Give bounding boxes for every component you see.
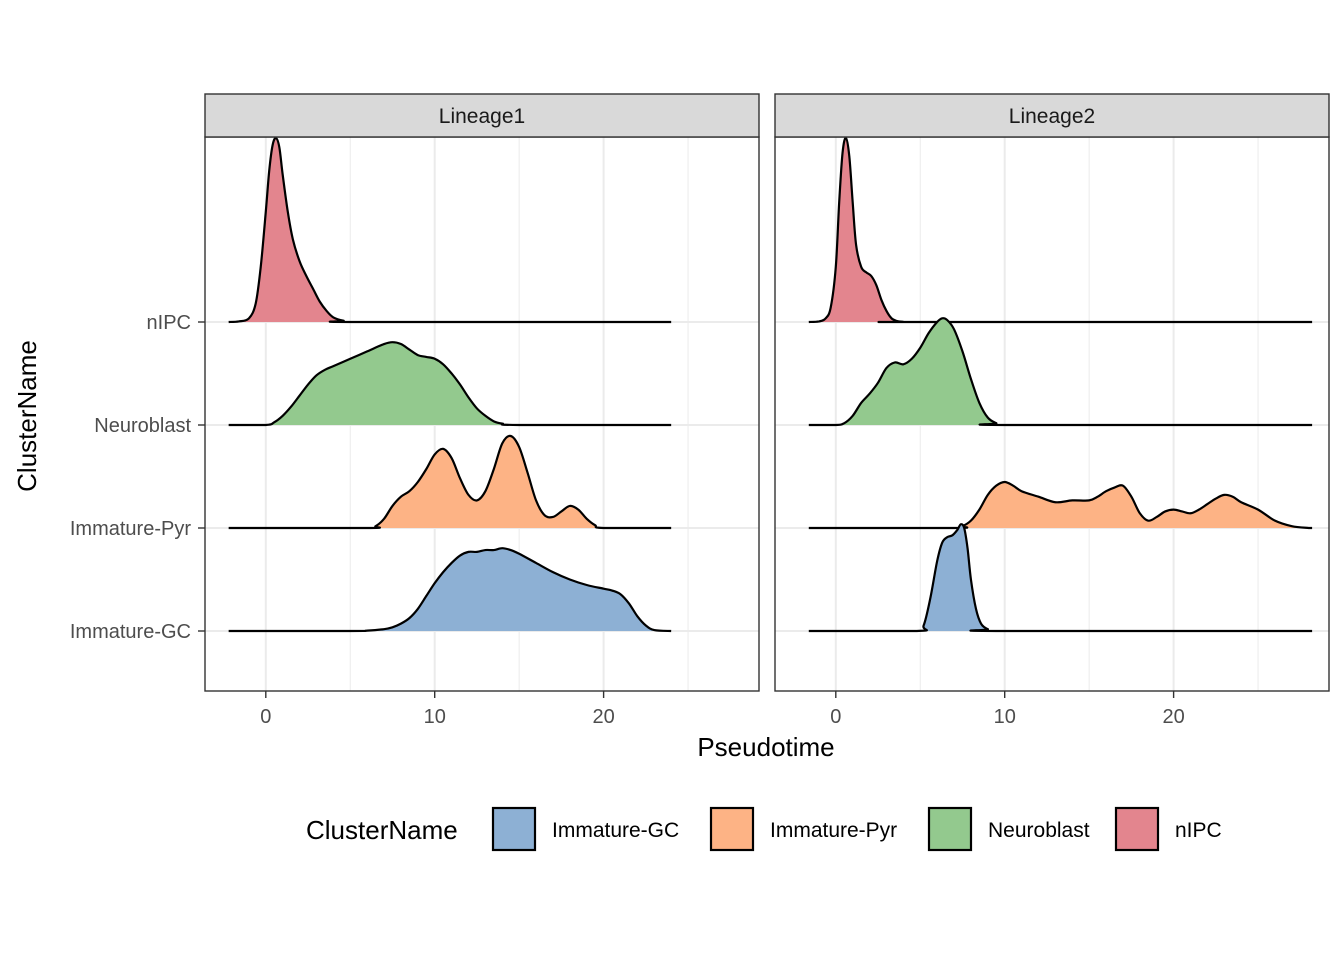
ridge-immature-pyr bbox=[808, 480, 1313, 530]
legend-entry-immature-pyr: Immature-Pyr bbox=[709, 806, 897, 852]
legend-entry-nipc: nIPC bbox=[1114, 806, 1222, 852]
ridge-fill-immature-pyr bbox=[228, 435, 672, 528]
legend-key bbox=[491, 806, 537, 852]
x-axis: 0 10 20 bbox=[260, 691, 615, 728]
x-tick-label: 0 bbox=[830, 706, 841, 728]
panel-lineage2: Lineage2 0 10 20 bbox=[774, 93, 1330, 728]
ridge-fill-immature-gc bbox=[228, 548, 672, 631]
y-tick-label: Immature-GC bbox=[70, 621, 191, 643]
y-tick-label: Neuroblast bbox=[94, 415, 191, 437]
y-tick-label: Immature-Pyr bbox=[70, 518, 191, 540]
x-tick-label: 0 bbox=[260, 706, 271, 728]
legend-label: nIPC bbox=[1175, 819, 1222, 842]
facet-strip-label: Lineage1 bbox=[439, 105, 525, 128]
ridge-outline-immature-pyr bbox=[808, 480, 1313, 530]
ridge-nipc bbox=[808, 136, 1313, 324]
ridge-neuroblast bbox=[808, 317, 1313, 427]
legend-label: Immature-Pyr bbox=[770, 819, 897, 842]
ridge-outline-neuroblast bbox=[808, 317, 1313, 427]
ridge-fill-nipc bbox=[228, 137, 672, 322]
legend-entry-neuroblast: Neuroblast bbox=[927, 806, 1090, 852]
ridge-outline-nipc bbox=[808, 136, 1313, 324]
ridge-fill-nipc bbox=[808, 137, 1313, 322]
y-tick-label: nIPC bbox=[147, 312, 191, 334]
legend-title: ClusterName bbox=[306, 815, 458, 845]
x-tick-label: 20 bbox=[592, 706, 614, 728]
ridge-immature-pyr bbox=[228, 434, 672, 530]
x-tick-label: 20 bbox=[1162, 706, 1184, 728]
ridge-fill-neuroblast bbox=[228, 342, 672, 425]
y-axis: Immature-GC Immature-Pyr Neuroblast nIPC bbox=[70, 312, 205, 643]
legend: ClusterName Immature-GC Immature-Pyr Neuro… bbox=[306, 806, 1222, 852]
x-axis-title: Pseudotime bbox=[697, 732, 834, 762]
legend-label: Neuroblast bbox=[988, 819, 1090, 842]
legend-key bbox=[927, 806, 973, 852]
legend-key bbox=[1114, 806, 1160, 852]
legend-key bbox=[709, 806, 755, 852]
ridge-immature-gc bbox=[808, 523, 1313, 633]
legend-entry-immature-gc: Immature-GC bbox=[491, 806, 679, 852]
legend-entries: Immature-GC Immature-Pyr Neuroblast nIPC bbox=[491, 806, 1222, 852]
ridge-outline-nipc bbox=[228, 136, 672, 324]
y-axis-title: ClusterName bbox=[12, 340, 42, 492]
ridge-outline-immature-gc bbox=[228, 547, 672, 633]
ridge-neuroblast bbox=[228, 341, 672, 427]
facet-strip bbox=[774, 93, 1330, 138]
facet-strip bbox=[204, 93, 760, 138]
ridge-outline-immature-pyr bbox=[228, 434, 672, 530]
ridge-immature-gc bbox=[228, 547, 672, 633]
x-tick-label: 10 bbox=[994, 706, 1016, 728]
ridge-fill-immature-gc bbox=[808, 524, 1313, 631]
panel-lineage1: Lineage1 0 10 20 bbox=[204, 93, 760, 728]
ridge-outline-immature-gc bbox=[808, 523, 1313, 633]
ridge-fill-immature-pyr bbox=[808, 482, 1313, 528]
x-axis: 0 10 20 bbox=[830, 691, 1185, 728]
legend-label: Immature-GC bbox=[552, 819, 679, 842]
facet-strip-label: Lineage2 bbox=[1009, 105, 1095, 128]
ridge-outline-neuroblast bbox=[228, 341, 672, 427]
ridge-fill-neuroblast bbox=[808, 318, 1313, 425]
ridge-nipc bbox=[228, 136, 672, 324]
x-tick-label: 10 bbox=[424, 706, 446, 728]
